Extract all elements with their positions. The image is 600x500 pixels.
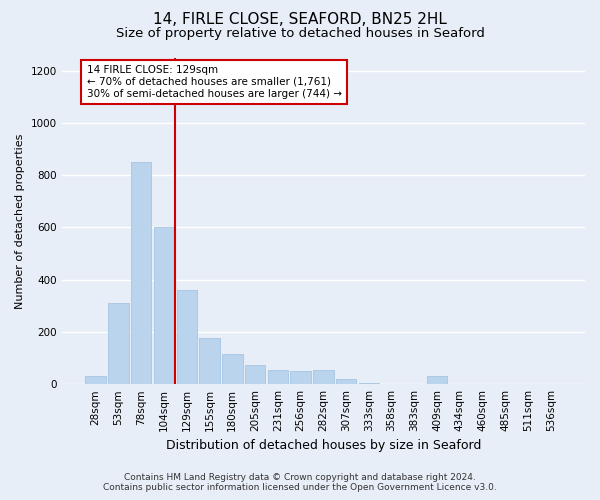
Bar — [268, 370, 288, 384]
Text: Size of property relative to detached houses in Seaford: Size of property relative to detached ho… — [116, 28, 484, 40]
Bar — [245, 364, 265, 384]
Bar — [154, 228, 174, 384]
Y-axis label: Number of detached properties: Number of detached properties — [15, 133, 25, 308]
Bar — [427, 376, 448, 384]
Bar — [131, 162, 151, 384]
Bar — [85, 376, 106, 384]
Bar — [336, 379, 356, 384]
Bar — [359, 383, 379, 384]
Bar — [313, 370, 334, 384]
Bar — [176, 290, 197, 384]
Bar — [290, 371, 311, 384]
Bar — [108, 303, 129, 384]
Text: 14, FIRLE CLOSE, SEAFORD, BN25 2HL: 14, FIRLE CLOSE, SEAFORD, BN25 2HL — [153, 12, 447, 28]
Bar — [222, 354, 242, 384]
Bar — [199, 338, 220, 384]
Text: Contains HM Land Registry data © Crown copyright and database right 2024.
Contai: Contains HM Land Registry data © Crown c… — [103, 473, 497, 492]
Text: 14 FIRLE CLOSE: 129sqm
← 70% of detached houses are smaller (1,761)
30% of semi-: 14 FIRLE CLOSE: 129sqm ← 70% of detached… — [86, 66, 341, 98]
X-axis label: Distribution of detached houses by size in Seaford: Distribution of detached houses by size … — [166, 440, 481, 452]
